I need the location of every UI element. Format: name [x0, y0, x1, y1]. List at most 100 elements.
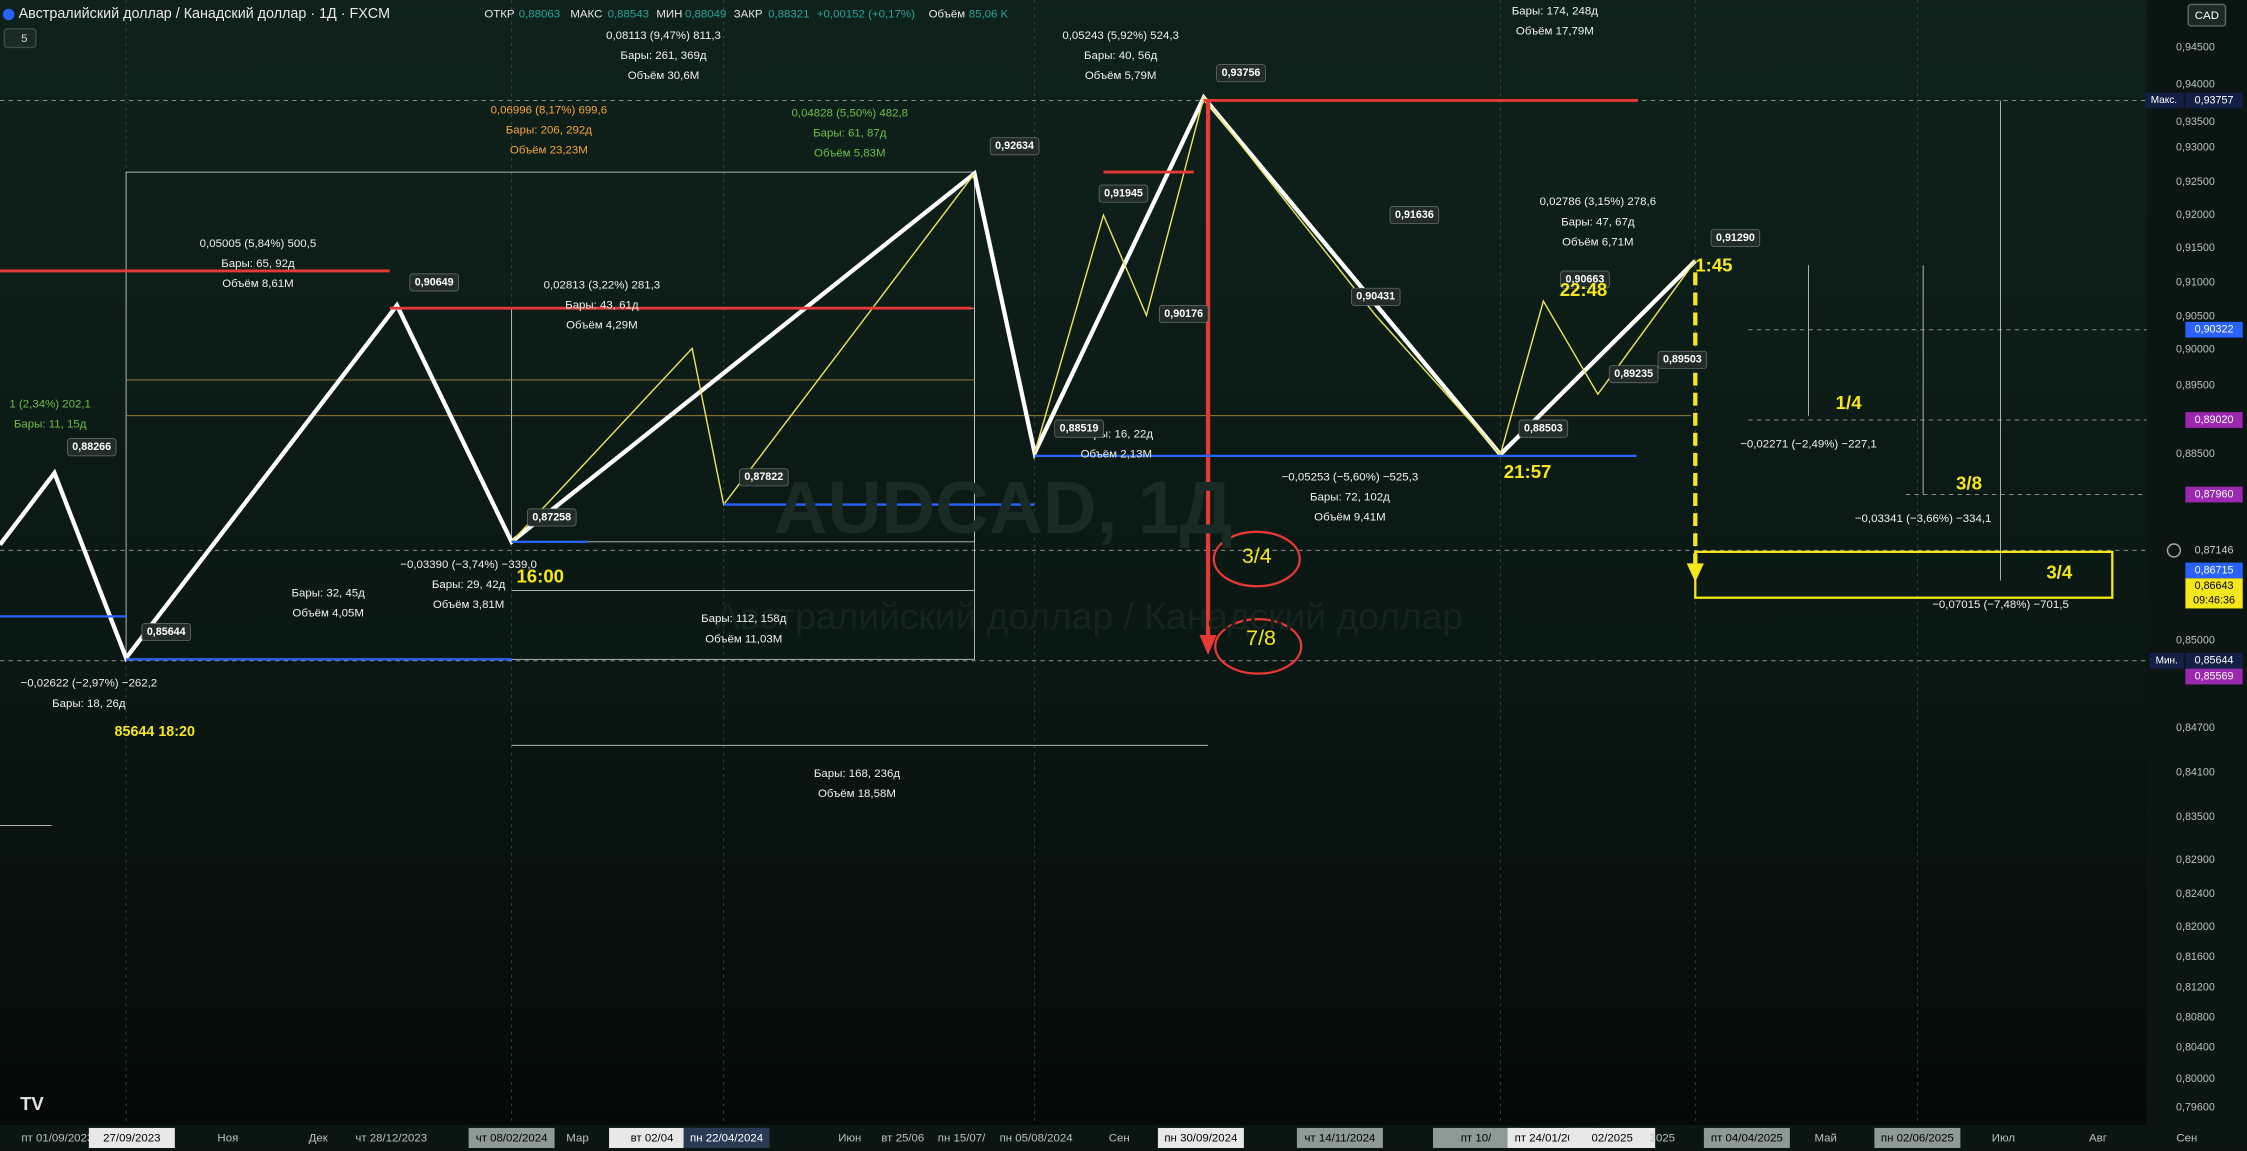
measure-text: Объём 3,81M	[433, 599, 505, 611]
yellow-mark: 1:45	[1695, 255, 1732, 276]
logo: TV	[20, 1093, 44, 1114]
price-tag: 0,86715	[2195, 564, 2234, 576]
price-tick-label: 0,88500	[2176, 448, 2215, 460]
min-label: Мин.	[2156, 655, 2178, 666]
measure-text: Бары: 47, 67д	[1561, 216, 1635, 228]
measure-text: Бары: 29, 42д	[432, 579, 506, 591]
measure-text: Бары: 174, 248д	[1512, 6, 1598, 18]
price-tick-label: 0,93500	[2176, 116, 2215, 128]
price-tag-box	[2185, 412, 2243, 428]
measure-text: Бары: 61, 87д	[813, 127, 887, 139]
high-label: МАКС	[570, 8, 602, 20]
price-tick-label: 0,84100	[2176, 766, 2215, 778]
watermark-symbol: AUDCAD, 1Д	[774, 466, 1233, 549]
indicator-count[interactable]: 5	[21, 33, 27, 45]
price-point: 0,90431	[1356, 291, 1395, 303]
time-label-box	[1874, 1127, 1961, 1148]
price-tick-label: 0,79600	[2176, 1102, 2215, 1114]
measure-text: −0,05253 (−5,60%) −525,3	[1282, 471, 1419, 483]
time-label: чт 08/02/2024	[476, 1133, 548, 1145]
time-label: Дек	[309, 1133, 329, 1145]
add-alert-icon[interactable]	[2166, 543, 2182, 558]
measure-text: Объём 9,41M	[1314, 511, 1386, 523]
measure-text: Объём 11,03M	[705, 633, 782, 645]
time-label: пн 02/06/2025	[1881, 1133, 1954, 1145]
time-label: пн 30/09/2024	[1164, 1133, 1238, 1145]
price-point-box	[1216, 64, 1266, 83]
indicator-toggle[interactable]	[3, 28, 37, 49]
yellow-mark: 21:57	[1504, 461, 1552, 482]
time-label: вт 25/06	[881, 1133, 924, 1145]
price-tick-label: 0,80000	[2176, 1073, 2215, 1085]
measure-text: Объём 6,71M	[1562, 236, 1634, 248]
yellow-mark: 3/4	[2046, 561, 2073, 582]
currency[interactable]: CAD	[2195, 10, 2219, 22]
time-label-box	[1569, 1127, 1656, 1148]
price-tag: 09:46:36	[2193, 594, 2235, 606]
price-tick-label: 0,90000	[2176, 344, 2215, 356]
time-label-box	[88, 1127, 175, 1148]
time-label: Авг	[2089, 1133, 2107, 1145]
price-point-box	[1608, 365, 1659, 384]
price-point: 0,91636	[1395, 209, 1434, 221]
currency-button[interactable]	[2187, 3, 2227, 27]
price-tick-label: 0,84700	[2176, 722, 2215, 734]
price-tag-box	[2185, 321, 2243, 338]
time-label: пн 22/04/2024	[690, 1133, 764, 1145]
price-point: 0,88503	[1524, 422, 1563, 434]
price-tag-box	[2185, 578, 2243, 595]
price-tag-box	[2185, 668, 2243, 685]
price-tick-label: 0,81200	[2176, 981, 2215, 993]
measure-text: 0,04828 (5,50%) 482,8	[792, 107, 909, 119]
price-point: 0,88266	[72, 441, 111, 453]
price-tick-label: 0,92500	[2176, 176, 2215, 188]
max-label-box	[2145, 92, 2184, 109]
measure-text: Бары: 43, 61д	[565, 299, 639, 311]
measure-text: Объём 4,29M	[566, 319, 638, 331]
price-point: 0,93756	[1222, 67, 1261, 79]
price-tick-label: 0,92000	[2176, 209, 2215, 221]
measure-text: Бары: 32, 45д	[291, 587, 365, 599]
price-tick-label: 0,94000	[2176, 79, 2215, 91]
measure-text: Объём 2,13M	[1081, 448, 1153, 460]
price-point: 0,92634	[995, 140, 1034, 152]
measure-text: Бары: 206, 292д	[506, 125, 592, 137]
price-tick-label: 0,82400	[2176, 888, 2215, 900]
price-point: 0,89503	[1663, 354, 1702, 366]
time-label-box	[1296, 1127, 1383, 1148]
price-point-box	[1158, 305, 1209, 323]
time-label-box	[609, 1127, 696, 1148]
time-label-box	[683, 1127, 770, 1148]
measure-text: Бары: 18, 26д	[52, 698, 126, 710]
price-point-box	[1350, 287, 1401, 306]
price-point-box	[409, 273, 459, 292]
open: 0,88063	[519, 8, 560, 20]
measure-text: −0,02622 (−2,97%) −262,2	[21, 678, 158, 690]
measure-text: 0,08113 (9,47%) 811,3	[606, 30, 721, 42]
price-tag-box	[2185, 486, 2243, 503]
measure-text: −0,03390 (−3,74%) −339,0	[400, 559, 537, 571]
price-point-box	[1518, 419, 1569, 438]
price-point: 0,89235	[1614, 368, 1653, 380]
price-point: 0,91945	[1104, 187, 1143, 199]
time-label: пн 15/07/	[938, 1133, 986, 1145]
price-point-box	[526, 508, 577, 527]
price-point-box	[66, 438, 117, 457]
volume: 85,06 K	[969, 8, 1009, 20]
yellow-mark: 85644 18:20	[115, 724, 196, 740]
price-tick-label: 0,89500	[2176, 379, 2215, 391]
low-label: МИН	[656, 8, 682, 20]
time-label-box	[1703, 1127, 1790, 1148]
measure-text: 0,05005 (5,84%) 500,5	[200, 238, 317, 250]
measure-text: −0,03341 (−3,66%) −334,1	[1855, 513, 1992, 525]
measure-text: −0,02271 (−2,49%) −227,1	[1740, 438, 1877, 450]
price-point: 0,88519	[1060, 422, 1099, 434]
price-tick-label: 0,80400	[2176, 1042, 2215, 1054]
blue-levels	[0, 454, 1637, 661]
price-tick-label: 0,91500	[2176, 242, 2215, 254]
price-tick-label: 0,90500	[2176, 311, 2215, 323]
price-tag: 0,86643	[2195, 580, 2234, 592]
yellow-mark: 22:48	[1560, 279, 1608, 300]
price-tick-label: 0,83500	[2176, 811, 2215, 823]
